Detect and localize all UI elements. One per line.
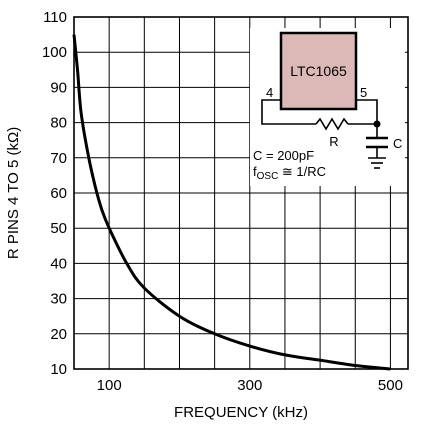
y-axis-title: R PINS 4 TO 5 (kΩ) — [5, 127, 22, 259]
y-tick-label: 80 — [50, 115, 67, 132]
x-axis-title: FREQUENCY (kHz) — [174, 404, 308, 421]
x-tick-label: 100 — [97, 377, 122, 394]
oscillator-formula: fOSC ≅ 1/RC — [253, 164, 326, 182]
resistor-label: R — [329, 134, 338, 149]
x-tick-label: 300 — [237, 377, 262, 394]
ground-symbol — [368, 157, 386, 169]
capacitance-value: C = 200pF — [253, 148, 314, 163]
y-tick-label: 60 — [50, 185, 67, 202]
y-tick-label: 40 — [50, 255, 67, 272]
formula-subscript: OSC — [257, 171, 279, 182]
junction-dot — [373, 120, 381, 128]
formula-rest: ≅ 1/RC — [278, 164, 326, 179]
y-tick-label: 90 — [50, 79, 67, 96]
y-tick-label: 100 — [42, 44, 67, 61]
y-tick-label: 30 — [50, 291, 67, 308]
y-tick-label: 70 — [50, 150, 67, 167]
resistance-vs-frequency-curve — [72, 34, 391, 371]
y-tick-label: 10 — [50, 361, 67, 378]
ltc1065-chip — [279, 31, 358, 111]
pin4-label: 4 — [266, 85, 273, 100]
pin5-label: 5 — [360, 85, 367, 100]
chip-label: LTC1065 — [290, 63, 347, 79]
formula-f: f — [253, 164, 257, 179]
resistor-symbol — [315, 117, 349, 131]
curve-layer — [72, 34, 391, 371]
wire-pin4 — [261, 99, 316, 125]
plot-area-frame — [73, 16, 409, 370]
y-tick-label: 20 — [50, 326, 67, 343]
capacitor-label: C — [393, 136, 402, 151]
schematic-inset: LTC1065 4 5 R C C = 200pF fOSC ≅ 1/RC — [250, 28, 405, 186]
y-tick-label: 50 — [50, 220, 67, 237]
x-tick-label: 500 — [378, 377, 403, 394]
axis-tick-labels: 10 20 30 40 50 60 70 80 90 100 110 100 300 500 — [42, 9, 403, 394]
y-tick-label: 110 — [43, 9, 67, 26]
